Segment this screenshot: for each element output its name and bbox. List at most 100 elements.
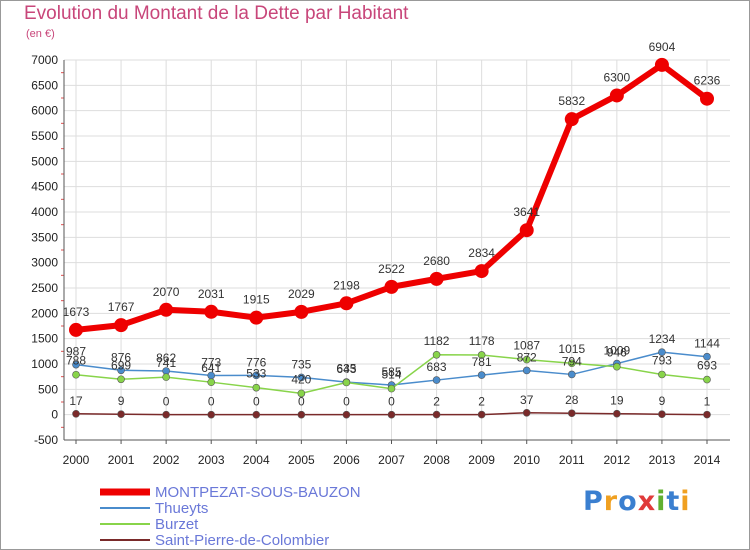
data-point-burzet <box>703 375 711 384</box>
data-point-montpezat-sous-bauzon <box>339 296 354 311</box>
data-point-thueyts <box>297 373 306 382</box>
data-label-montpezat-sous-bauzon: 2834 <box>468 246 495 260</box>
y-tick-label: -500 <box>34 433 58 447</box>
legend-label-burzet: Burzet <box>155 516 199 533</box>
data-label-thueyts: 773 <box>201 356 221 370</box>
data-point-saint-pierre-de-colombier <box>297 410 306 419</box>
data-label-thueyts: 776 <box>246 355 266 369</box>
data-point-saint-pierre-de-colombier <box>162 410 170 419</box>
legend-label-saint-pierre-de-colombier: Saint-Pierre-de-Colombier <box>155 532 329 549</box>
x-tick-label: 2002 <box>153 453 180 467</box>
y-tick-label: 1500 <box>31 332 58 346</box>
y-tick-label: 3500 <box>31 230 58 244</box>
x-tick-label: 2001 <box>108 453 135 467</box>
data-point-saint-pierre-de-colombier <box>342 410 351 419</box>
data-label-burzet: 693 <box>697 359 717 373</box>
data-point-saint-pierre-de-colombier <box>477 410 486 419</box>
data-point-montpezat-sous-bauzon <box>249 310 264 325</box>
data-label-montpezat-sous-bauzon: 6236 <box>694 74 721 88</box>
data-label-saint-pierre-de-colombier: 0 <box>163 395 170 409</box>
data-point-burzet <box>72 370 80 379</box>
data-point-burzet <box>162 373 170 381</box>
data-point-burzet <box>117 375 125 384</box>
data-label-saint-pierre-de-colombier: 19 <box>610 394 624 408</box>
data-label-burzet: 641 <box>201 361 221 375</box>
data-label-montpezat-sous-bauzon: 6300 <box>604 70 631 84</box>
data-label-burzet: 788 <box>66 354 86 368</box>
data-label-thueyts: 794 <box>562 354 582 368</box>
data-point-thueyts <box>117 366 125 375</box>
chart-title: Evolution du Montant de la Dette par Hab… <box>24 3 409 24</box>
data-label-montpezat-sous-bauzon: 2070 <box>153 285 180 299</box>
data-point-saint-pierre-de-colombier <box>432 410 441 419</box>
data-point-montpezat-sous-bauzon <box>294 304 309 319</box>
data-point-burzet <box>342 378 351 387</box>
data-point-burzet <box>613 362 621 371</box>
data-label-burzet: 741 <box>156 356 176 370</box>
data-point-montpezat-sous-bauzon <box>519 223 534 238</box>
data-point-montpezat-sous-bauzon <box>654 57 669 72</box>
data-label-montpezat-sous-bauzon: 3641 <box>513 205 540 219</box>
logo-letter: r <box>603 486 619 517</box>
data-point-burzet <box>297 389 306 398</box>
axes <box>61 60 730 444</box>
logo-letter: x <box>637 486 657 517</box>
data-label-saint-pierre-de-colombier: 0 <box>343 395 350 409</box>
x-tick-label: 2008 <box>423 453 450 467</box>
data-label-montpezat-sous-bauzon: 5832 <box>558 94 585 108</box>
data-label-montpezat-sous-bauzon: 2031 <box>198 287 225 301</box>
data-point-thueyts <box>72 360 80 369</box>
data-point-montpezat-sous-bauzon <box>474 264 489 279</box>
data-label-saint-pierre-de-colombier: 2 <box>478 395 485 409</box>
data-label-burzet: 514 <box>381 368 401 382</box>
data-label-montpezat-sous-bauzon: 6904 <box>649 40 676 54</box>
data-label-thueyts: 585 <box>381 365 401 379</box>
data-point-burzet <box>522 355 531 364</box>
data-label-saint-pierre-de-colombier: 9 <box>659 394 666 408</box>
data-label-burzet: 1178 <box>469 334 495 348</box>
data-label-thueyts: 872 <box>517 350 537 364</box>
data-label-saint-pierre-de-colombier: 0 <box>298 395 305 409</box>
x-tick-label: 2003 <box>198 453 225 467</box>
data-label-thueyts: 781 <box>472 355 492 369</box>
data-point-montpezat-sous-bauzon <box>69 322 83 337</box>
data-point-burzet <box>432 350 441 359</box>
x-tick-label: 2012 <box>604 453 631 467</box>
x-tick-label: 2004 <box>243 453 270 467</box>
data-point-montpezat-sous-bauzon <box>114 318 129 333</box>
x-tick-label: 2000 <box>63 453 90 467</box>
y-tick-label: 5000 <box>31 154 58 168</box>
data-point-saint-pierre-de-colombier <box>522 408 531 417</box>
data-label-thueyts: 1144 <box>694 337 720 351</box>
data-label-montpezat-sous-bauzon: 1673 <box>63 305 90 319</box>
data-label-thueyts: 735 <box>291 357 311 371</box>
data-point-thueyts <box>522 366 531 375</box>
y-tick-label: 4500 <box>31 180 58 194</box>
y-tick-label: 1000 <box>31 357 58 371</box>
data-point-saint-pierre-de-colombier <box>658 410 666 419</box>
data-point-saint-pierre-de-colombier <box>613 409 621 418</box>
data-point-montpezat-sous-bauzon <box>700 91 714 106</box>
grid-lines <box>64 59 730 440</box>
data-label-thueyts: 1009 <box>604 344 631 358</box>
data-label-montpezat-sous-bauzon: 1767 <box>108 300 135 314</box>
y-tick-label: 0 <box>51 408 58 422</box>
data-label-burzet: 1182 <box>424 334 450 348</box>
y-tick-label: 6500 <box>31 78 58 92</box>
data-point-saint-pierre-de-colombier <box>207 410 216 419</box>
data-label-saint-pierre-de-colombier: 0 <box>253 395 260 409</box>
data-point-montpezat-sous-bauzon <box>384 279 399 294</box>
data-point-saint-pierre-de-colombier <box>117 410 125 419</box>
data-label-montpezat-sous-bauzon: 2029 <box>288 287 315 301</box>
y-tick-label: 5500 <box>31 129 58 143</box>
series-lines <box>69 57 714 419</box>
data-label-burzet: 946 <box>607 346 627 360</box>
y-tick-label: 6000 <box>31 104 58 118</box>
y-axis-unit-label: (en €) <box>26 28 55 40</box>
data-label-thueyts: 1234 <box>649 332 676 346</box>
data-label-montpezat-sous-bauzon: 2680 <box>423 254 450 268</box>
data-point-burzet <box>252 383 261 392</box>
data-point-saint-pierre-de-colombier <box>252 410 261 419</box>
data-label-burzet: 533 <box>246 367 266 381</box>
